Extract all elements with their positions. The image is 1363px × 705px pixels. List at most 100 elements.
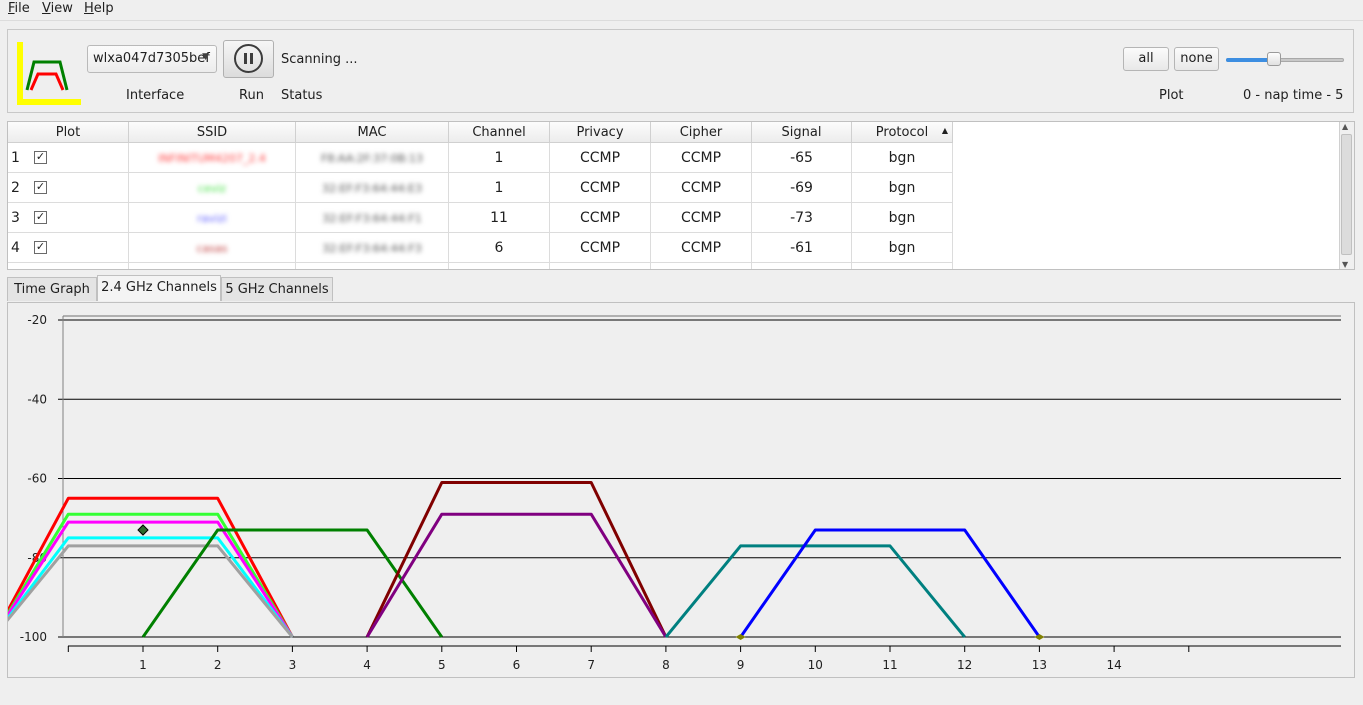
protocol-cell: bgn — [888, 179, 916, 196]
channel-cell: 1 — [494, 149, 504, 166]
x-tick-label: 3 — [289, 658, 297, 672]
run-label: Run — [239, 88, 264, 103]
col-plot[interactable]: Plot — [8, 122, 129, 143]
none-button[interactable]: none — [1174, 47, 1219, 71]
y-tick-label: -60 — [27, 472, 47, 486]
x-tick-label: 8 — [662, 658, 670, 672]
x-tick-label: 4 — [363, 658, 371, 672]
slider-handle[interactable] — [1267, 52, 1281, 66]
x-tick-label: 7 — [587, 658, 595, 672]
channel-graph: -20 -40 -60 -80 -100 1 2 3 4 5 6 7 8 9 10 11 12 13 14 — [7, 302, 1355, 678]
table-header-row: Plot SSID MAC Channel Privacy Cipher Sig… — [8, 122, 953, 143]
access-point-table: Plot SSID MAC Channel Privacy Cipher Sig… — [7, 121, 1355, 270]
col-cipher[interactable]: Cipher — [650, 122, 752, 143]
table-scrollbar[interactable]: ▲ ▼ — [1339, 122, 1354, 269]
slider-fill — [1226, 58, 1274, 62]
pause-icon — [234, 44, 263, 73]
table-row[interactable]: 4 ✓ casas 32:EF:F3:64:44:F3 6 CCMP CCMP -61 bgn — [8, 232, 953, 263]
ssid-cell: casas — [196, 241, 228, 255]
signal-series-line — [141, 528, 444, 638]
col-channel[interactable]: Channel — [448, 122, 550, 143]
cipher-cell: CCMP — [680, 209, 722, 226]
col-protocol[interactable]: Protocol ▲ — [851, 122, 953, 143]
all-button[interactable]: all — [1123, 47, 1169, 71]
interface-value: wlxa047d7305bef — [93, 51, 210, 66]
plot-area — [63, 316, 1341, 637]
nap-time-label: 0 - nap time - 5 — [1243, 88, 1344, 103]
privacy-cell: CCMP — [579, 239, 621, 256]
x-tick-label: 11 — [882, 658, 897, 672]
y-tick-label: -100 — [20, 630, 47, 644]
x-tick-label: 2 — [214, 658, 222, 672]
signal-series-line — [8, 544, 294, 638]
col-protocol-label: Protocol — [875, 124, 929, 140]
app-logo-icon — [17, 42, 81, 105]
row-number: 3 — [11, 209, 20, 226]
chevron-down-icon: ▼ — [202, 52, 209, 62]
data-point-marker — [735, 634, 746, 640]
plot-label: Plot — [1159, 88, 1184, 103]
channel-cell: 1 — [494, 179, 504, 196]
scrollbar-thumb[interactable] — [1341, 134, 1352, 255]
cipher-cell: CCMP — [680, 239, 722, 256]
tab-24ghz-channels[interactable]: 2.4 GHz Channels — [97, 275, 221, 301]
x-tick-label: 10 — [808, 658, 823, 672]
table-row[interactable]: 3 ✓ ravizi 32:EF:F3:64:44:F1 11 CCMP CCMP -73 bg… — [8, 202, 953, 233]
scroll-down-icon[interactable]: ▼ — [1342, 260, 1349, 269]
scroll-up-icon[interactable]: ▲ — [1342, 122, 1349, 131]
col-mac[interactable]: MAC — [295, 122, 449, 143]
privacy-cell: CCMP — [579, 179, 621, 196]
ap-table: Plot SSID MAC Channel Privacy Cipher Sig… — [8, 122, 953, 269]
row-number: 1 — [11, 149, 20, 166]
col-ssid[interactable]: SSID — [128, 122, 296, 143]
plot-checkbox[interactable]: ✓ — [33, 150, 47, 164]
signal-series-line — [8, 496, 294, 638]
y-tick-label: -40 — [27, 392, 47, 406]
tab-time-graph[interactable]: Time Graph — [7, 277, 97, 301]
menu-view[interactable]: View — [42, 1, 73, 16]
sort-ascending-icon: ▲ — [941, 126, 948, 135]
ssid-cell: INFINITUM4207_2.4 — [158, 151, 266, 165]
row-number: 4 — [11, 239, 20, 256]
run-pause-button[interactable] — [223, 40, 274, 78]
tab-5ghz-channels[interactable]: 5 GHz Channels — [221, 277, 333, 301]
toolbar: wlxa047d7305bef ▼ Interface Run Scanning… — [7, 29, 1354, 113]
cipher-cell: CCMP — [680, 149, 722, 166]
signal-cell: -73 — [790, 209, 813, 226]
signal-series-line — [365, 512, 668, 638]
x-tick-label: 1 — [139, 658, 147, 672]
cipher-cell: CCMP — [680, 179, 722, 196]
menu-help[interactable]: Help — [84, 1, 114, 16]
x-tick-label: 12 — [957, 658, 972, 672]
menu-bar: File View Help — [0, 0, 1363, 21]
signal-series-line — [8, 520, 294, 638]
protocol-cell: bgn — [888, 239, 916, 256]
protocol-cell: bgn — [888, 149, 916, 166]
signal-cell: -69 — [790, 179, 813, 196]
status-text: Scanning ... — [281, 52, 358, 67]
plot-checkbox[interactable]: ✓ — [33, 180, 47, 194]
y-tick-label: -20 — [27, 313, 47, 327]
privacy-cell: CCMP — [579, 209, 621, 226]
table-row[interactable]: 1 ✓ INFINITUM4207_2.4 F8:AA:2F:37:0B:13 1 CCM… — [8, 142, 953, 173]
x-tick-label: 14 — [1106, 658, 1121, 672]
plot-checkbox[interactable]: ✓ — [33, 210, 47, 224]
table-row[interactable] — [8, 262, 953, 269]
mac-cell: 32:EF:F3:64:44:F1 — [322, 211, 422, 225]
col-privacy[interactable]: Privacy — [549, 122, 651, 143]
row-number: 2 — [11, 179, 20, 196]
table-row[interactable]: 2 ✓ ceviz 32:EF:F3:64:44:E3 1 CCMP CCMP -69 bgn — [8, 172, 953, 203]
interface-select[interactable]: wlxa047d7305bef ▼ — [87, 45, 217, 73]
signal-cell: -65 — [790, 149, 813, 166]
menu-file[interactable]: File — [8, 1, 30, 16]
signal-series-line — [8, 536, 294, 638]
x-tick-label: 9 — [737, 658, 745, 672]
plot-checkbox[interactable]: ✓ — [33, 240, 47, 254]
data-point-marker — [137, 524, 149, 536]
col-signal[interactable]: Signal — [751, 122, 852, 143]
nap-time-slider[interactable] — [1226, 52, 1344, 68]
channel-cell: 11 — [490, 209, 508, 226]
x-tick-label: 5 — [438, 658, 446, 672]
ssid-cell: ravizi — [197, 211, 227, 225]
